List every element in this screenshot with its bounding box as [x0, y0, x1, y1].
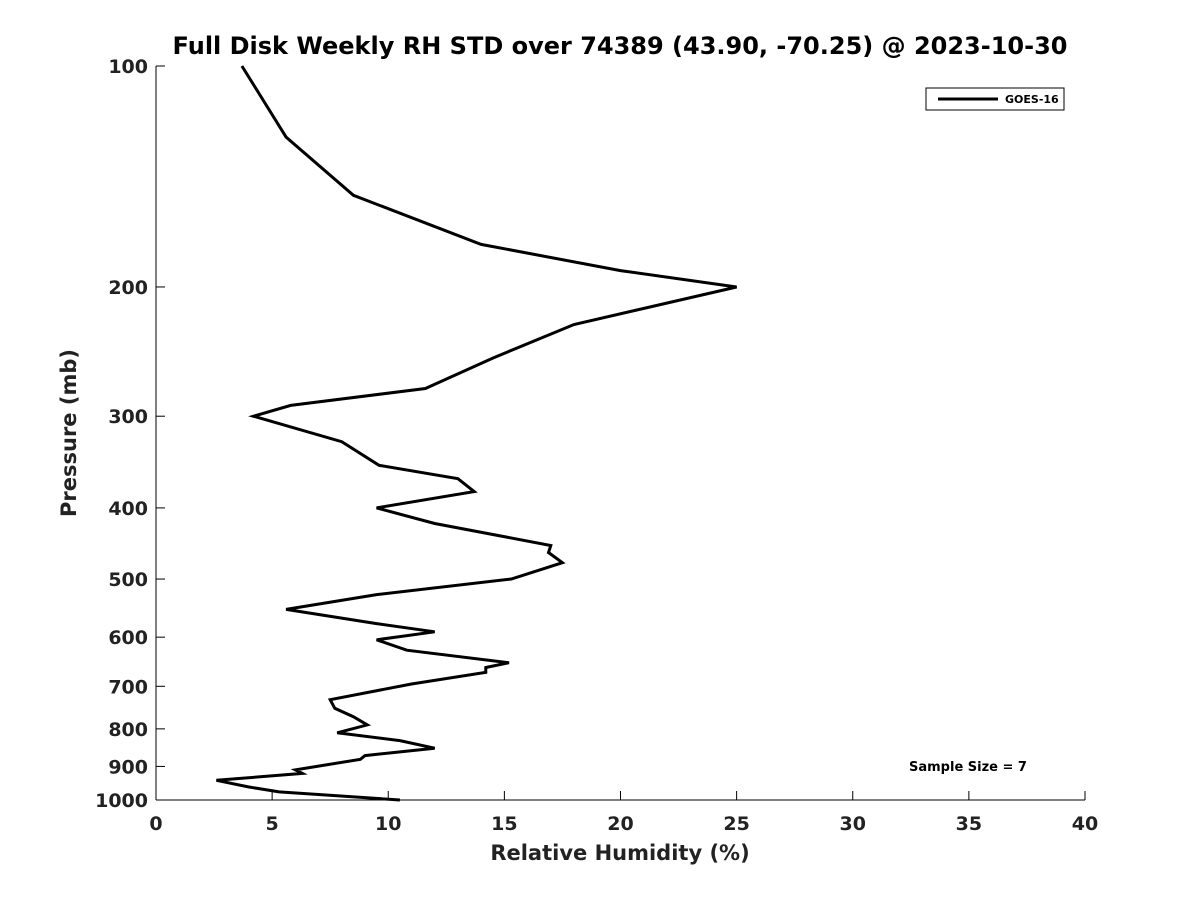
- x-tick-label: 40: [1072, 813, 1098, 835]
- y-tick-label: 1000: [95, 790, 148, 812]
- x-tick-label: 25: [723, 813, 749, 835]
- x-tick-label: 15: [491, 813, 517, 835]
- y-tick-label: 900: [108, 756, 148, 778]
- y-tick-label: 300: [108, 406, 148, 428]
- legend: GOES-16: [925, 87, 1065, 111]
- x-ticks: 0 5 10 15 20 25 30 35 40: [149, 791, 1098, 835]
- series-line-0: [216, 65, 737, 802]
- x-axis-label: Relative Humidity (%): [490, 841, 749, 865]
- y-ticks: 100 200 300 400 500 600 700 800 900 1000: [95, 56, 165, 812]
- x-tick-label: 5: [266, 813, 279, 835]
- legend-label: GOES-16: [1005, 93, 1059, 106]
- y-tick-label: 600: [108, 627, 148, 649]
- y-tick-label: 700: [108, 676, 148, 698]
- y-tick-label: 100: [108, 56, 148, 78]
- x-tick-label: 0: [149, 813, 162, 835]
- chart-title: Full Disk Weekly RH STD over 74389 (43.9…: [173, 32, 1068, 60]
- y-tick-label: 200: [108, 277, 148, 299]
- series-layer: [216, 65, 737, 802]
- x-tick-label: 30: [840, 813, 866, 835]
- y-tick-label: 500: [108, 569, 148, 591]
- x-tick-label: 35: [956, 813, 982, 835]
- y-tick-label: 400: [108, 498, 148, 520]
- y-axis-label: Pressure (mb): [57, 349, 81, 517]
- sample-size-annotation: Sample Size = 7: [909, 760, 1027, 775]
- x-tick-label: 10: [375, 813, 401, 835]
- axes: [155, 66, 1085, 801]
- x-tick-label: 20: [607, 813, 633, 835]
- y-tick-label: 800: [108, 719, 148, 741]
